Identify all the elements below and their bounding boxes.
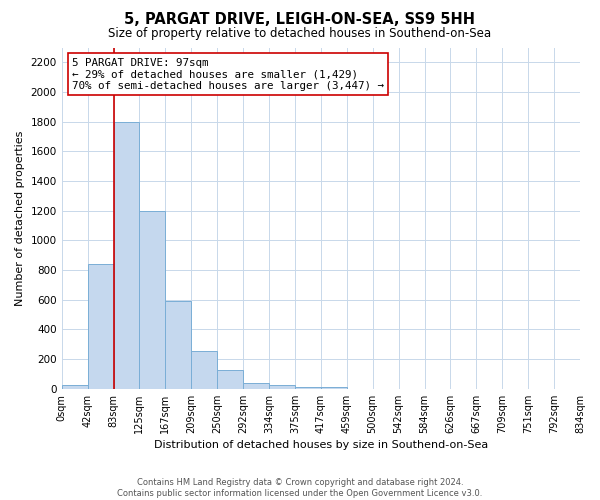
Text: 5, PARGAT DRIVE, LEIGH-ON-SEA, SS9 5HH: 5, PARGAT DRIVE, LEIGH-ON-SEA, SS9 5HH (125, 12, 476, 28)
X-axis label: Distribution of detached houses by size in Southend-on-Sea: Distribution of detached houses by size … (154, 440, 488, 450)
Bar (88, 264, 113, 389)
Bar (269, 385, 295, 389)
Bar (166, 302, 191, 389)
Bar (243, 383, 269, 389)
Bar (321, 388, 347, 389)
Bar (191, 351, 217, 389)
Bar (217, 370, 243, 389)
Text: Size of property relative to detached houses in Southend-on-Sea: Size of property relative to detached ho… (109, 28, 491, 40)
Text: Contains HM Land Registry data © Crown copyright and database right 2024.
Contai: Contains HM Land Registry data © Crown c… (118, 478, 482, 498)
Bar (139, 210, 166, 389)
Bar (295, 386, 321, 389)
Text: 5 PARGAT DRIVE: 97sqm
← 29% of detached houses are smaller (1,429)
70% of semi-d: 5 PARGAT DRIVE: 97sqm ← 29% of detached … (72, 58, 384, 91)
Y-axis label: Number of detached properties: Number of detached properties (15, 130, 25, 306)
Bar (113, 122, 139, 389)
Bar (62, 385, 88, 389)
